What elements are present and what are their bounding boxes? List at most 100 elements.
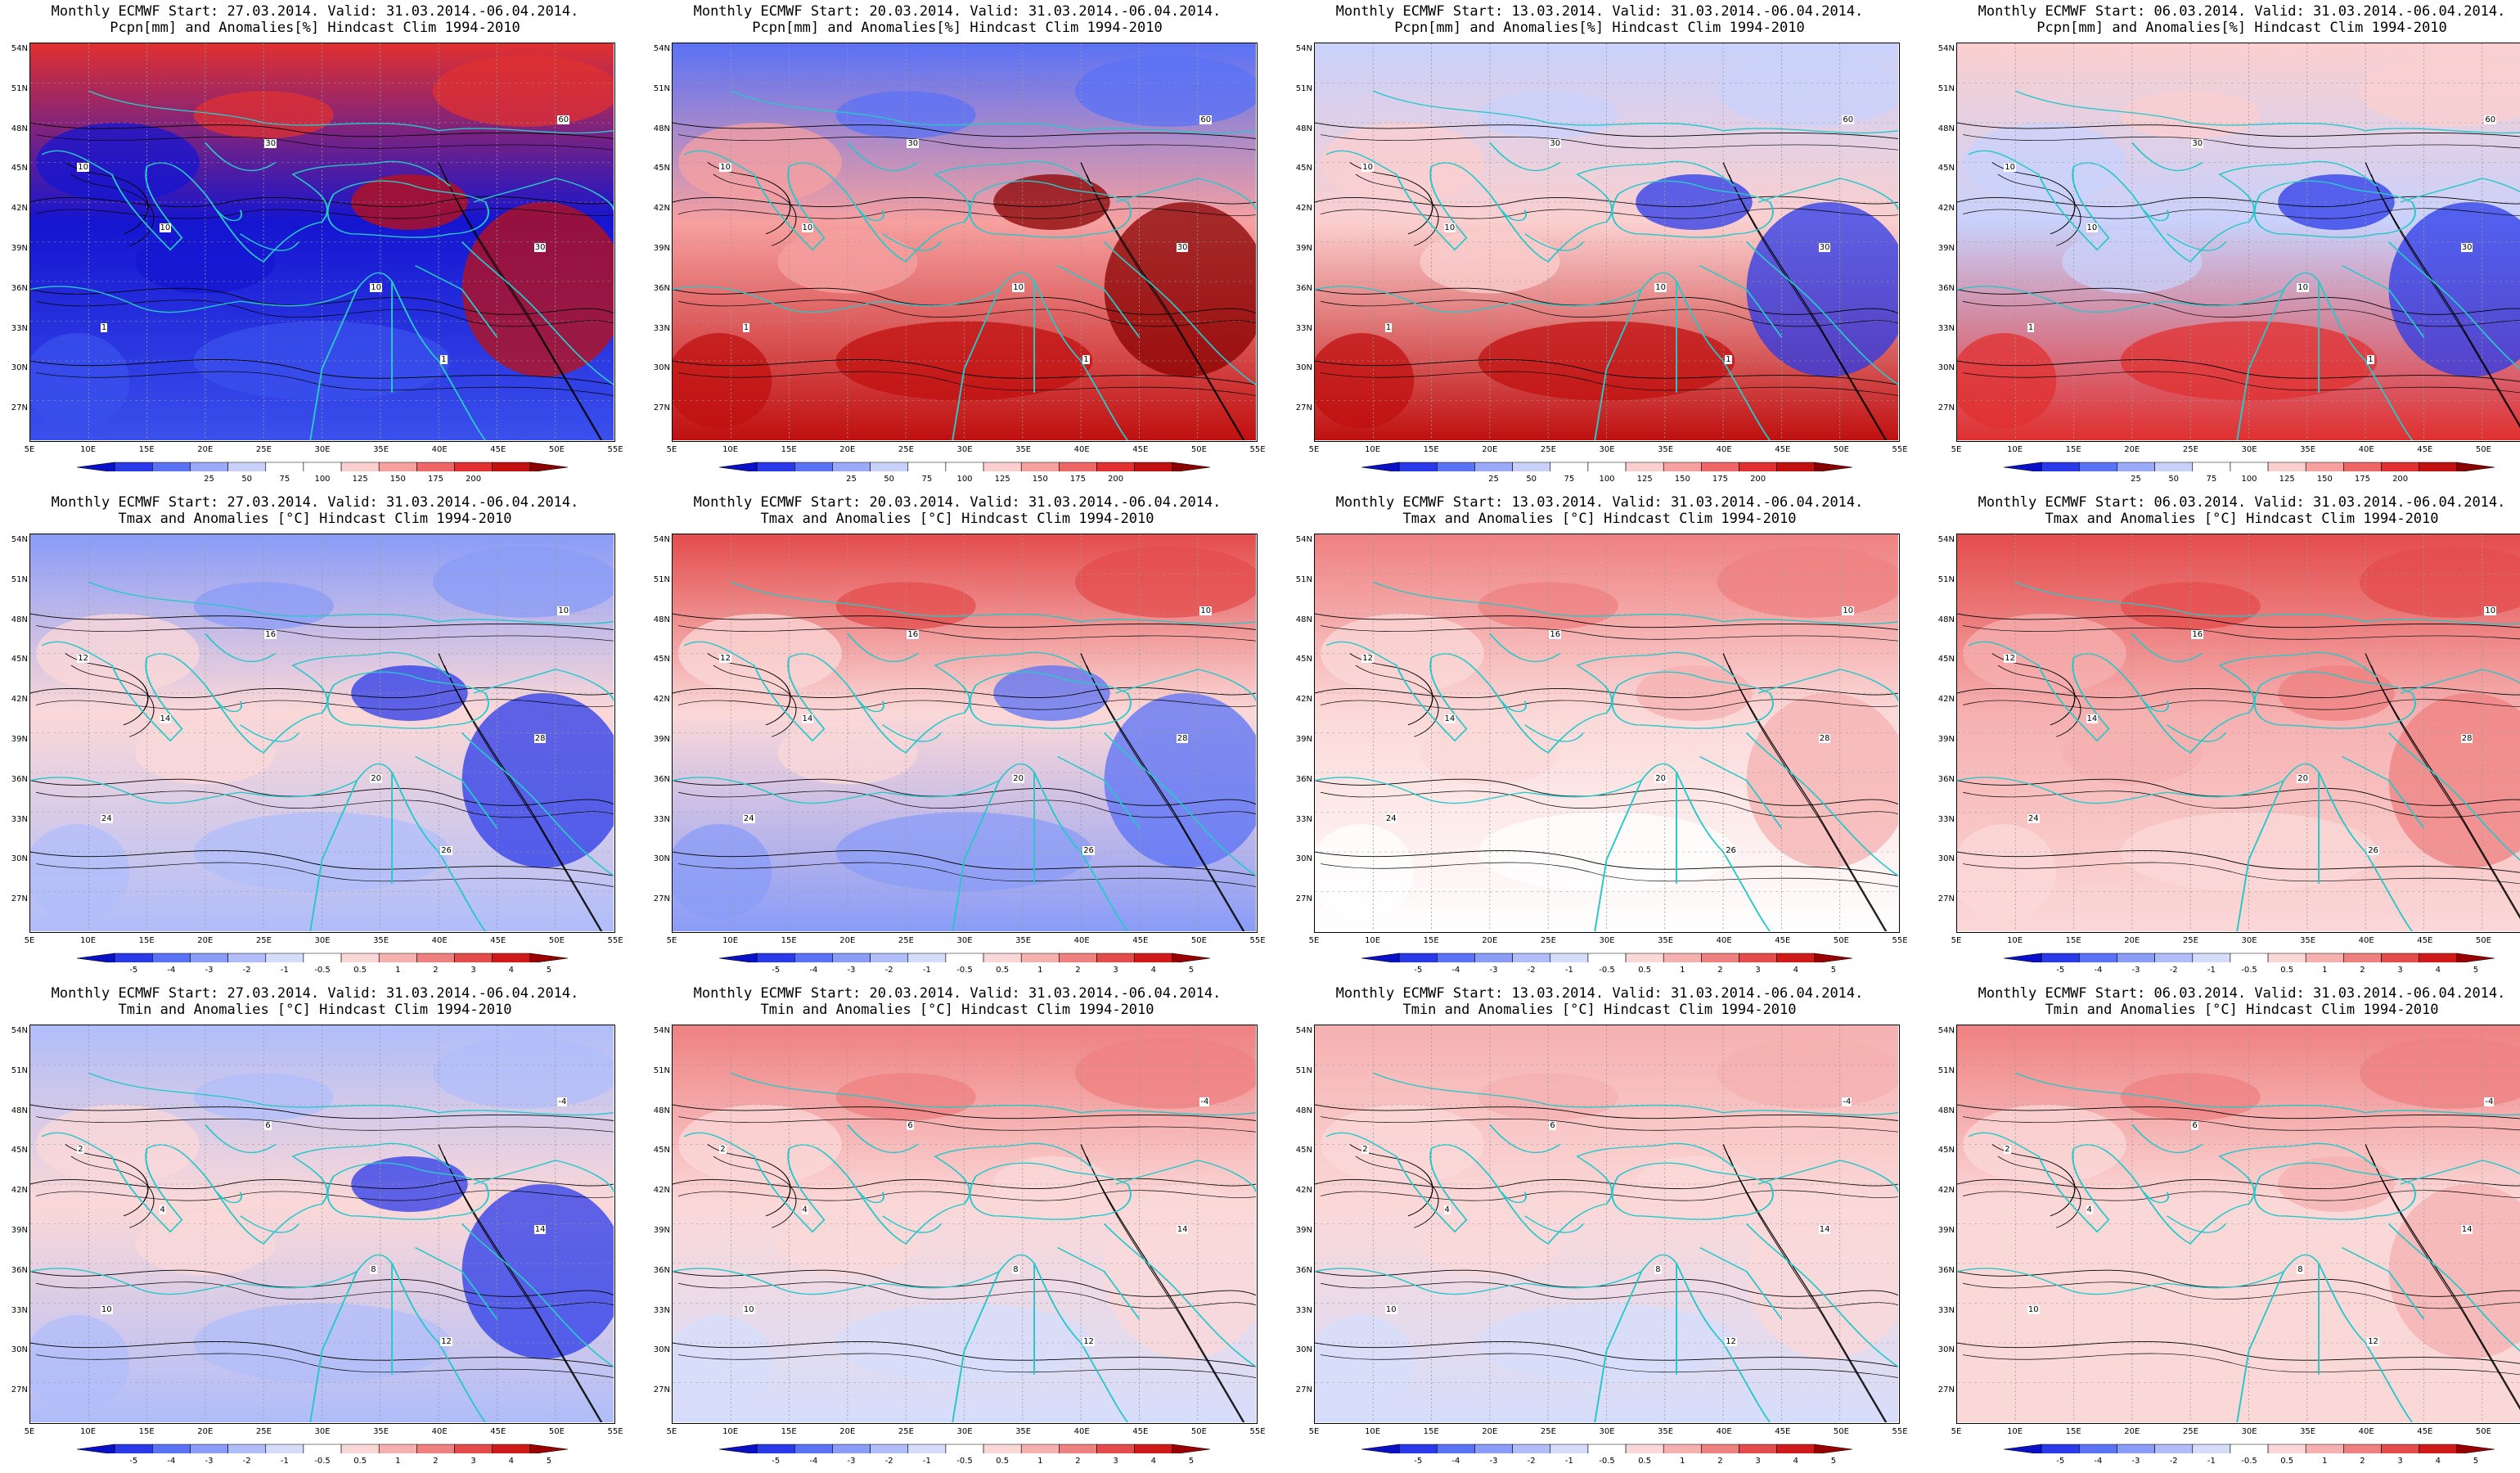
panel-title-line2: Tmax and Anomalies [°C] Hindcast Clim 19… bbox=[760, 511, 1154, 527]
longitude-tick-label: 10E bbox=[80, 1427, 97, 1436]
contour-line bbox=[677, 1190, 1256, 1201]
anomaly-blob bbox=[1478, 91, 1618, 139]
contour-line bbox=[1321, 862, 1898, 887]
coastline bbox=[1372, 90, 1898, 134]
contour-label: 12 bbox=[2367, 1336, 2379, 1346]
colorbar-segment bbox=[756, 953, 795, 962]
colorbar-tick-label: 25 bbox=[204, 475, 214, 484]
contour-line bbox=[1963, 862, 2520, 885]
anomaly-blob bbox=[1717, 55, 1898, 127]
colorbar-tick-label: 0.5 bbox=[1638, 1457, 1652, 1466]
anomaly-blob bbox=[193, 1073, 334, 1121]
colorbar-segment bbox=[190, 953, 228, 962]
contour-line bbox=[1315, 687, 1898, 699]
anomaly-map: 10 10 30 10 1 1 30 60 bbox=[29, 43, 615, 442]
latitude-tick-label: 27N bbox=[1937, 1385, 1955, 1395]
contour-line bbox=[36, 862, 614, 887]
latitude-tick-label: 36N bbox=[1295, 283, 1312, 293]
colorbar-tick-label: -3 bbox=[2131, 966, 2140, 975]
colorbar-segment bbox=[945, 1444, 984, 1453]
contour-label: -4 bbox=[557, 1097, 568, 1106]
longitude-tick-label: 50E bbox=[548, 1427, 565, 1436]
latitude-tick-label: 54N bbox=[1937, 535, 1955, 544]
contour-line bbox=[1957, 613, 2520, 628]
latitude-tick-label: 42N bbox=[11, 1186, 28, 1196]
colorbar-segment bbox=[1134, 462, 1173, 471]
contour-line bbox=[2370, 173, 2520, 429]
latitude-tick-label: 51N bbox=[653, 1065, 670, 1075]
coastline bbox=[1103, 241, 1256, 385]
latitude-tick-label: 30N bbox=[1937, 854, 1955, 864]
colorbar-segment bbox=[529, 953, 569, 962]
colorbar-segment bbox=[2230, 953, 2269, 962]
colorbar-segment bbox=[2419, 1444, 2458, 1453]
anomaly-blob bbox=[1321, 614, 1484, 693]
contour-label: 4 bbox=[2086, 1205, 2093, 1214]
anomaly-blob bbox=[1717, 1037, 1898, 1109]
coastline bbox=[730, 90, 1256, 134]
contour-line bbox=[1320, 1190, 1898, 1201]
longitude-tick-label: 35E bbox=[1658, 936, 1674, 945]
anomaly-blob bbox=[1321, 123, 1484, 203]
colorbar-tick-label: 3 bbox=[1113, 1457, 1118, 1466]
contour-label: 4 bbox=[801, 1205, 808, 1214]
anomaly-blob bbox=[2120, 1073, 2261, 1121]
anomaly-blob bbox=[30, 333, 130, 429]
colorbar-segment bbox=[2456, 953, 2495, 962]
coastline bbox=[461, 241, 614, 385]
latitude-tick-label: 27N bbox=[1295, 403, 1312, 413]
map-canvas bbox=[1315, 534, 1898, 931]
longitude-tick-label: 50E bbox=[1190, 1427, 1207, 1436]
colorbar-segment bbox=[2192, 462, 2231, 471]
colorbar-segment bbox=[303, 462, 342, 471]
longitude-tick-label: 20E bbox=[839, 445, 856, 454]
latitude-tick-label: 36N bbox=[11, 283, 28, 293]
contour-line bbox=[35, 699, 614, 710]
colorbar-tick-label: 125 bbox=[2279, 475, 2295, 484]
longitude-tick-label: 15E bbox=[1423, 1427, 1439, 1436]
map-canvas bbox=[30, 1025, 614, 1422]
latitude-tick-label: 30N bbox=[11, 854, 28, 864]
longitude-tick-label: 30E bbox=[1599, 1427, 1615, 1436]
anomaly-blob bbox=[1957, 824, 2057, 920]
latitude-tick-label: 48N bbox=[653, 1106, 670, 1115]
latitude-tick-label: 30N bbox=[1937, 1345, 1955, 1355]
contour-label: 14 bbox=[533, 1225, 547, 1234]
colorbar-tick-label: -2 bbox=[242, 966, 251, 975]
coastline bbox=[1757, 1160, 1898, 1192]
colorbar-segment bbox=[907, 1444, 947, 1453]
colorbar-tick-label: 50 bbox=[884, 475, 895, 484]
colorbar-segment bbox=[227, 1444, 267, 1453]
longitude-tick-label: 50E bbox=[1190, 445, 1207, 454]
colorbar-segment bbox=[2003, 462, 2042, 471]
colorbar-tick-label: 150 bbox=[1032, 475, 1048, 484]
longitude-tick-label: 50E bbox=[2475, 936, 2491, 945]
colorbar-segment bbox=[1361, 953, 1400, 962]
colorbar-tick-label: -0.5 bbox=[314, 1457, 331, 1466]
colorbar-tick-label: -2 bbox=[1527, 1457, 1536, 1466]
coastline bbox=[683, 150, 1094, 263]
anomaly-blob bbox=[193, 91, 334, 139]
anomaly-blob bbox=[1957, 1315, 2057, 1411]
colorbar-tick-label: 4 bbox=[1793, 1457, 1798, 1466]
contour-label: 10 bbox=[159, 223, 172, 232]
longitude-tick-label: 25E bbox=[255, 1427, 272, 1436]
colorbar-segment bbox=[1437, 1444, 1475, 1453]
coastline bbox=[952, 265, 1141, 440]
map-canvas bbox=[673, 534, 1256, 931]
panel-title-line1: Monthly ECMWF Start: 27.03.2014. Valid: … bbox=[51, 985, 579, 1002]
coastline bbox=[326, 180, 489, 238]
latitude-tick-label: 42N bbox=[1295, 695, 1312, 705]
colorbar-segment bbox=[76, 953, 115, 962]
coastline bbox=[1968, 150, 2378, 263]
contour-label: 10 bbox=[1654, 282, 1667, 292]
contour-label: 1 bbox=[2367, 354, 2374, 364]
colorbar-tick-label: 25 bbox=[2131, 475, 2141, 484]
latitude-tick-label: 48N bbox=[11, 615, 28, 624]
map-canvas bbox=[30, 43, 614, 440]
longitude-tick-label: 5E bbox=[24, 936, 35, 945]
anomaly-map: 12 14 16 20 24 26 28 10 bbox=[672, 534, 1258, 933]
contour-line bbox=[30, 1341, 614, 1367]
longitude-tick-label: 10E bbox=[722, 1427, 739, 1436]
coastline bbox=[2131, 142, 2203, 172]
